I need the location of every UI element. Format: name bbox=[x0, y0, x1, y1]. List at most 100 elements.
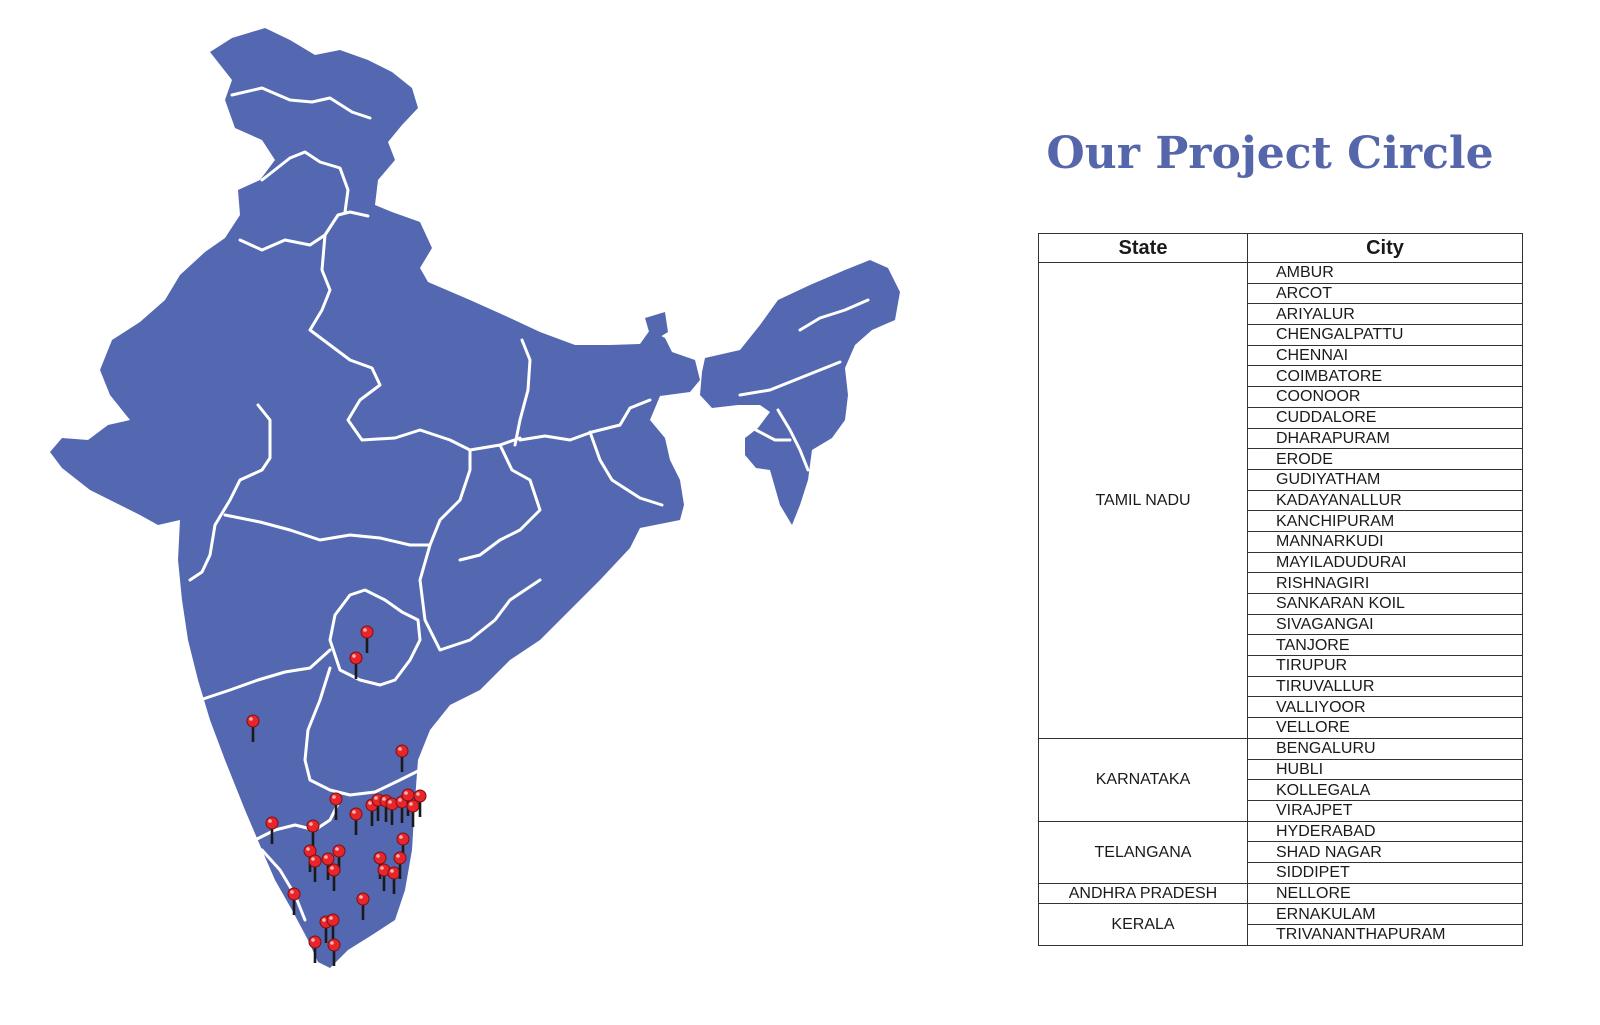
pin-highlight bbox=[382, 797, 386, 801]
map-pin-icon bbox=[265, 816, 279, 844]
state-cell: KERALA bbox=[1038, 903, 1248, 946]
table-row: KADAYANALLUR bbox=[1039, 489, 1523, 512]
map-pin-icon bbox=[387, 866, 401, 894]
pin-highlight bbox=[311, 938, 315, 942]
table-row: SANKARAN KOIL bbox=[1039, 593, 1523, 615]
table-row: TIRUVALLUR bbox=[1039, 675, 1523, 698]
city-cell: CUDDALORE bbox=[1247, 406, 1523, 429]
pin-highlight bbox=[388, 800, 392, 804]
pin-highlight bbox=[335, 847, 339, 851]
table-row: SIVAGANGAI bbox=[1039, 613, 1523, 636]
map-pin-icon bbox=[326, 913, 340, 941]
pin-highlight bbox=[352, 810, 356, 814]
table-row: CHENNAI bbox=[1039, 344, 1523, 367]
pin-head bbox=[401, 788, 415, 802]
pin-head bbox=[306, 819, 320, 833]
pin-head bbox=[395, 744, 409, 758]
city-cell: DHARAPURAM bbox=[1247, 427, 1523, 450]
map-pin-icon bbox=[308, 854, 322, 882]
pin-head bbox=[327, 938, 341, 952]
pin-highlight bbox=[306, 847, 310, 851]
map-pin-icon bbox=[393, 851, 407, 879]
table-row: VELLORE bbox=[1039, 717, 1523, 739]
city-cell: VALLIYOOR bbox=[1247, 696, 1523, 719]
india-map bbox=[50, 28, 900, 968]
pin-head bbox=[287, 887, 301, 901]
pin-highlight bbox=[398, 747, 402, 751]
pin-highlight bbox=[309, 822, 313, 826]
city-cell: TIRUVALLUR bbox=[1247, 675, 1523, 698]
pin-highlight bbox=[368, 801, 372, 805]
pin-head bbox=[327, 863, 341, 877]
northeast-shape bbox=[700, 260, 900, 525]
table-header-row: State City bbox=[1038, 233, 1523, 263]
pin-head bbox=[308, 854, 322, 868]
pin-head bbox=[329, 792, 343, 806]
pin-highlight bbox=[268, 819, 272, 823]
pin-highlight bbox=[380, 866, 384, 870]
state-cell: TELANGANA bbox=[1038, 820, 1248, 884]
pin-head bbox=[349, 651, 363, 665]
pin-highlight bbox=[330, 941, 334, 945]
pin-highlight bbox=[404, 791, 408, 795]
table-row: TAMIL NADU AMBUR bbox=[1038, 262, 1523, 739]
pin-highlight bbox=[329, 916, 333, 920]
pin-highlight bbox=[352, 654, 356, 658]
city-cell: MAYILADUDURAI bbox=[1247, 551, 1523, 574]
pin-highlight bbox=[322, 918, 326, 922]
map-pin-icon bbox=[413, 789, 427, 817]
map-pin-icon bbox=[360, 625, 374, 653]
table-row: TELANGANA HYDERABAD bbox=[1038, 820, 1523, 884]
pin-head bbox=[387, 866, 401, 880]
pin-highlight bbox=[330, 866, 334, 870]
city-cell: KADAYANALLUR bbox=[1247, 489, 1523, 512]
table-row: ANDHRA PRADESH NELLORE bbox=[1038, 882, 1523, 905]
state-cell: TAMIL NADU bbox=[1038, 262, 1248, 739]
city-cell: HUBLI bbox=[1247, 758, 1523, 781]
table-row: MAYILADUDURAI bbox=[1039, 551, 1523, 574]
pin-head bbox=[246, 714, 260, 728]
city-cell: SANKARAN KOIL bbox=[1247, 593, 1523, 615]
map-pin-icon bbox=[327, 863, 341, 891]
city-cell: COIMBATORE bbox=[1247, 365, 1523, 388]
pin-highlight bbox=[311, 857, 315, 861]
pin-highlight bbox=[416, 792, 420, 796]
map-pin-icon bbox=[349, 807, 363, 835]
city-cell: NELLORE bbox=[1247, 882, 1523, 905]
map-pin-icon bbox=[308, 935, 322, 963]
city-cell: ERODE bbox=[1247, 448, 1523, 470]
city-cell: RISHNAGIRI bbox=[1247, 572, 1523, 594]
pin-highlight bbox=[324, 855, 328, 859]
pin-head bbox=[321, 852, 335, 866]
india-mainland-shape bbox=[50, 28, 700, 968]
city-cell: ERNAKULAM bbox=[1247, 903, 1523, 925]
pin-head bbox=[396, 832, 410, 846]
pin-head bbox=[332, 844, 346, 858]
city-cell: ARCOT bbox=[1247, 282, 1523, 305]
city-cell: VIRAJPET bbox=[1247, 799, 1523, 822]
state-borders bbox=[188, 86, 870, 922]
city-cell: GUDIYATHAM bbox=[1247, 468, 1523, 491]
map-pin-icon bbox=[306, 819, 320, 847]
city-cell: SIDDIPET bbox=[1247, 861, 1523, 884]
table-row: TRIVANANTHAPURAM bbox=[1039, 924, 1523, 946]
pin-highlight bbox=[399, 835, 403, 839]
pin-highlight bbox=[290, 890, 294, 894]
pin-head bbox=[265, 816, 279, 830]
pin-highlight bbox=[390, 869, 394, 873]
city-cell: BENGALURU bbox=[1247, 737, 1523, 760]
table-row: CUDDALORE bbox=[1039, 406, 1523, 429]
city-cell: TIRUPUR bbox=[1247, 655, 1523, 677]
city-cell: CHENGALPATTU bbox=[1247, 324, 1523, 346]
table-row: SHAD NAGAR bbox=[1039, 841, 1523, 863]
project-pins bbox=[246, 625, 427, 966]
table-row: SIDDIPET bbox=[1039, 861, 1523, 884]
project-table-container: State City TAMIL NADU AMBUR ARCOT ARIYALUR C… bbox=[1038, 233, 1523, 946]
city-cell: VELLORE bbox=[1247, 717, 1523, 739]
pin-head bbox=[349, 807, 363, 821]
pin-highlight bbox=[376, 854, 380, 858]
map-pin-icon bbox=[329, 792, 343, 820]
city-cell: TRIVANANTHAPURAM bbox=[1247, 924, 1523, 946]
state-cell: KARNATAKA bbox=[1038, 737, 1248, 822]
table-row: VALLIYOOR bbox=[1039, 696, 1523, 719]
